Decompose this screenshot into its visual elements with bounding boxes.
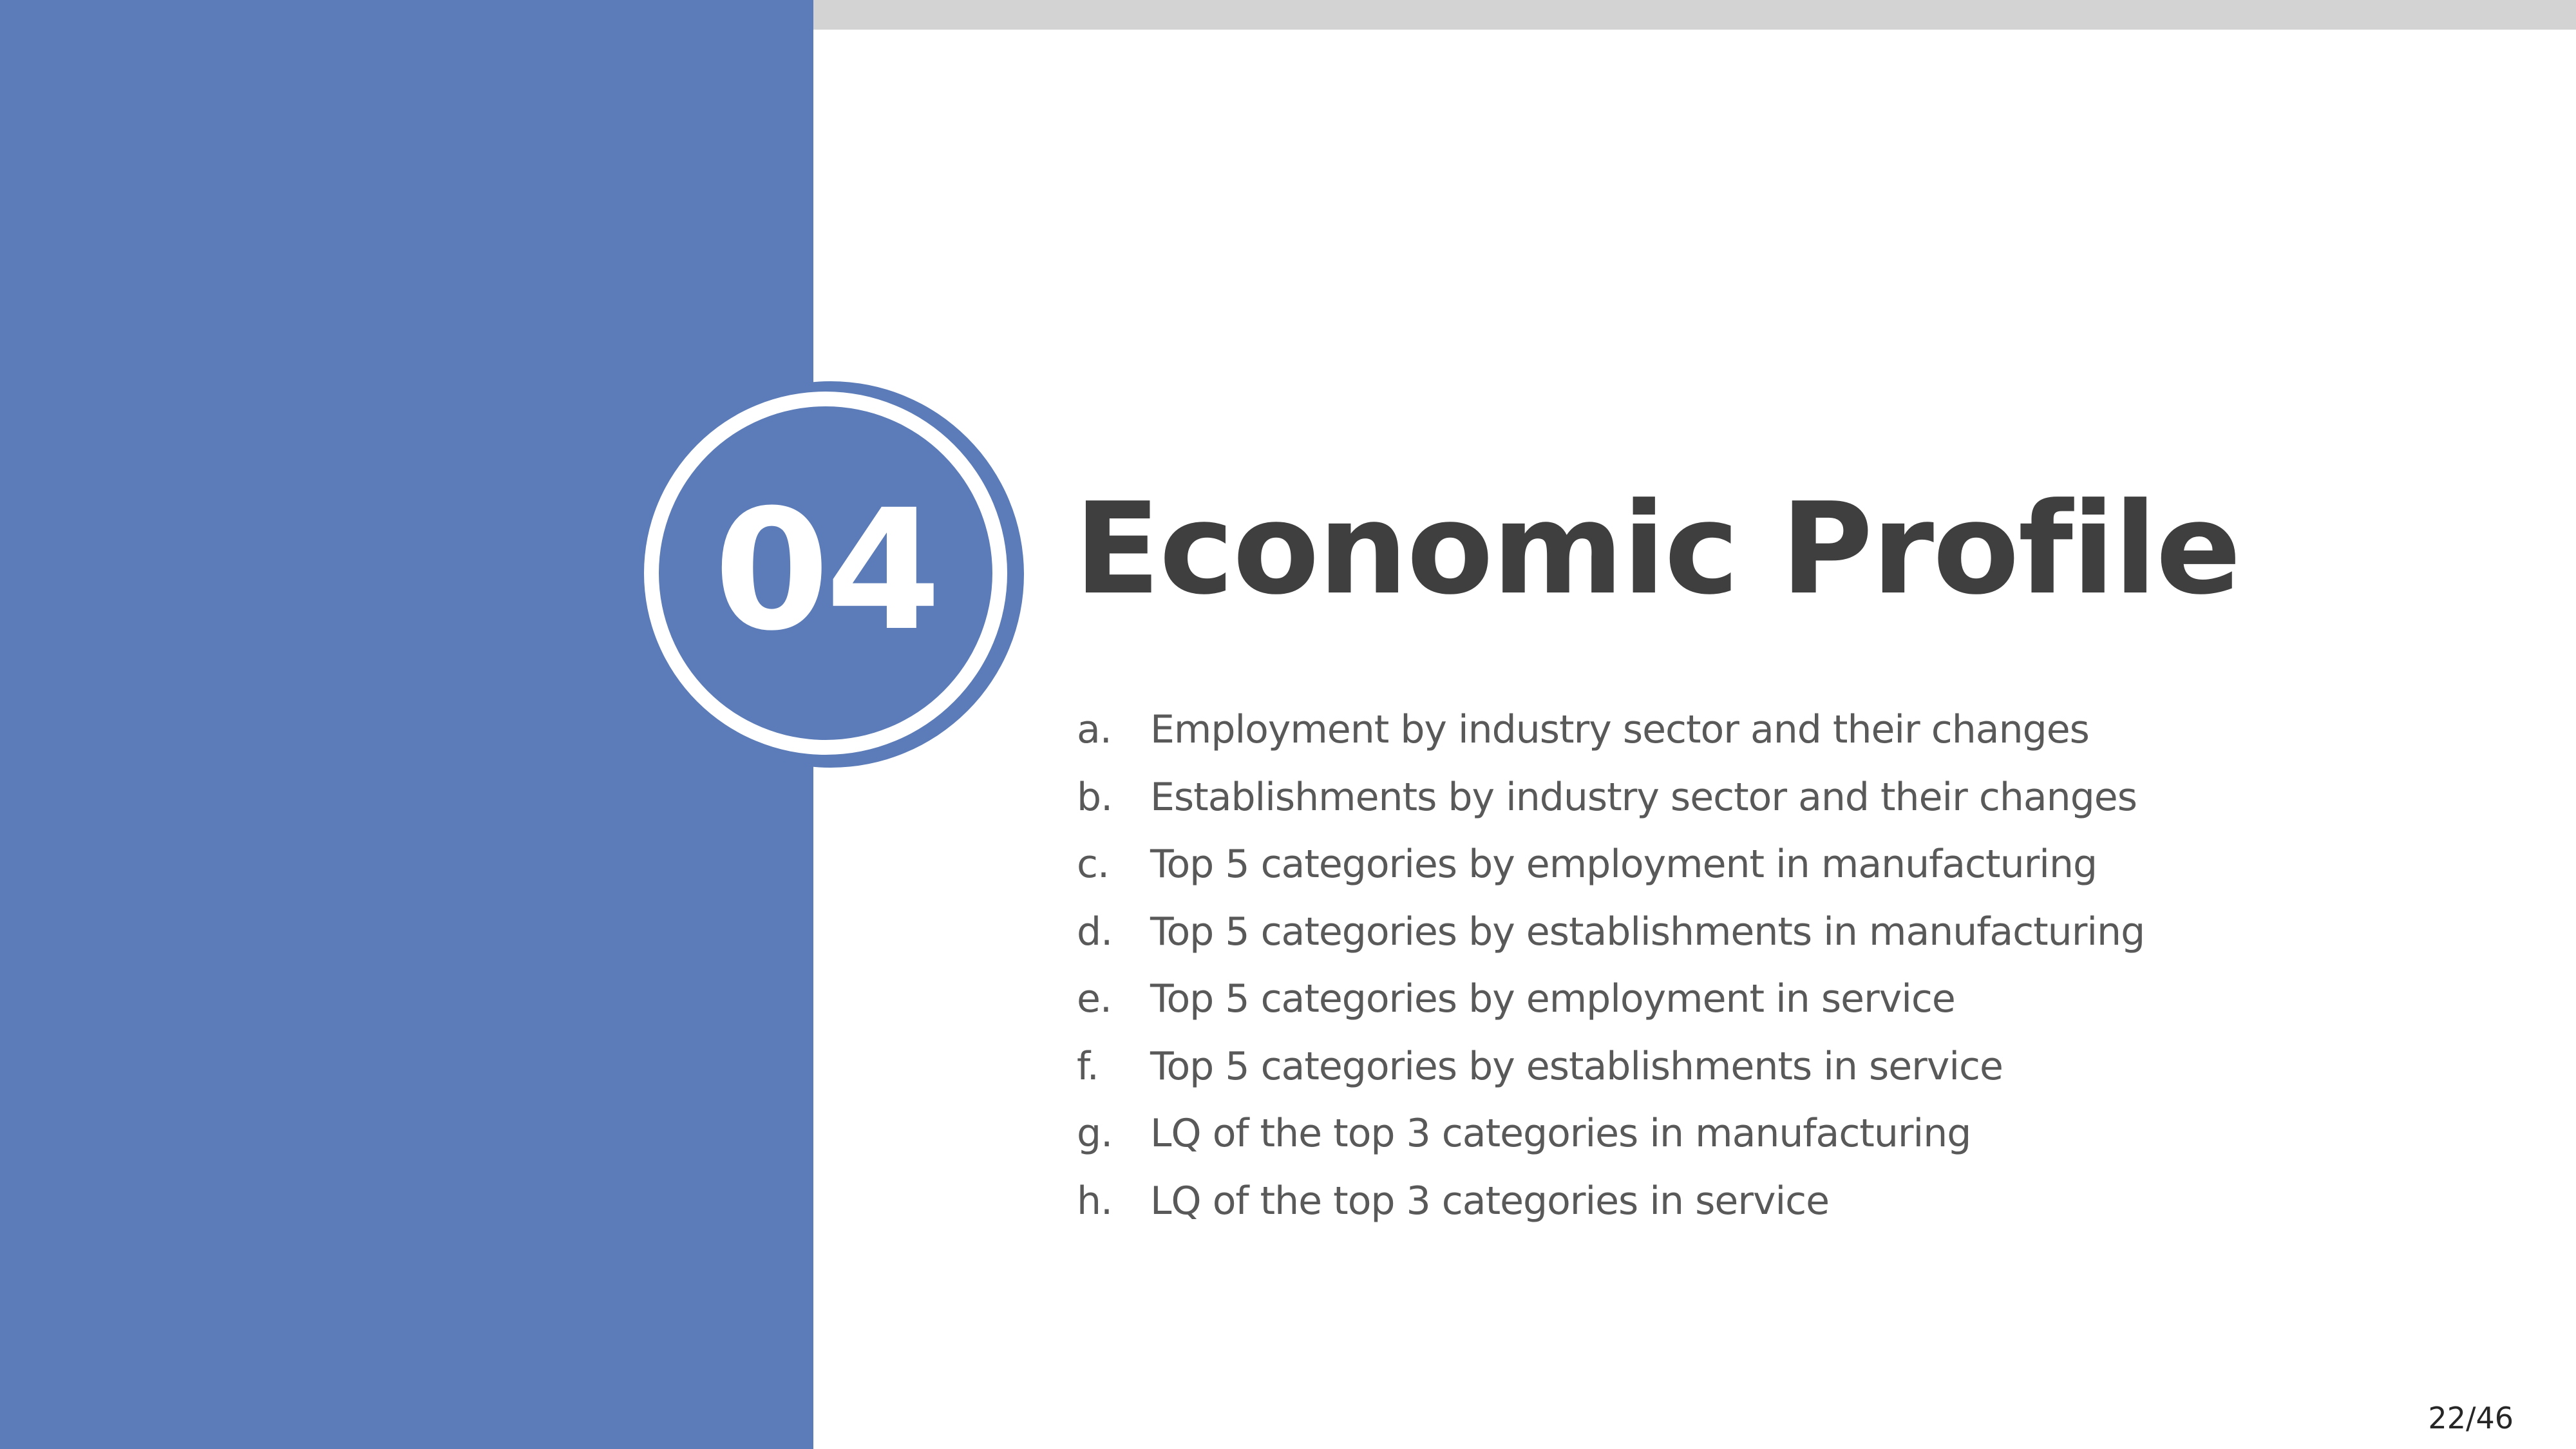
agenda-text: Top 5 categories by establishments in ma… xyxy=(1150,909,2145,954)
agenda-text: Top 5 categories by employment in servic… xyxy=(1150,976,1956,1022)
agenda-item-d: d. Top 5 categories by establishments in… xyxy=(1077,898,2145,966)
section-title: Economic Profile xyxy=(1074,476,2241,623)
agenda-item-b: b. Establishments by industry sector and… xyxy=(1077,764,2145,831)
agenda-text: LQ of the top 3 categories in service xyxy=(1150,1178,1830,1224)
agenda-item-h: h. LQ of the top 3 categories in service xyxy=(1077,1168,2145,1235)
agenda-marker: h. xyxy=(1077,1178,1113,1224)
agenda-item-a: a. Employment by industry sector and the… xyxy=(1077,696,2145,764)
agenda-text: LQ of the top 3 categories in manufactur… xyxy=(1150,1111,1971,1157)
agenda-marker: c. xyxy=(1077,842,1110,887)
left-accent-panel xyxy=(0,0,813,1449)
top-gray-bar xyxy=(813,0,2576,30)
agenda-item-f: f. Top 5 categories by establishments in… xyxy=(1077,1033,2145,1101)
agenda-text: Establishments by industry sector and th… xyxy=(1150,774,2137,820)
agenda-marker: d. xyxy=(1077,909,1113,954)
agenda-marker: e. xyxy=(1077,976,1112,1022)
section-number-badge: 04 xyxy=(659,406,992,740)
agenda-text: Top 5 categories by employment in manufa… xyxy=(1150,842,2098,887)
agenda-text: Employment by industry sector and their … xyxy=(1150,707,2090,753)
agenda-marker: b. xyxy=(1077,774,1113,820)
agenda-item-c: c. Top 5 categories by employment in man… xyxy=(1077,831,2145,898)
agenda-item-g: g. LQ of the top 3 categories in manufac… xyxy=(1077,1100,2145,1168)
agenda-marker: a. xyxy=(1077,707,1112,753)
agenda-text: Top 5 categories by establishments in se… xyxy=(1150,1043,2003,1089)
section-number: 04 xyxy=(714,474,941,667)
agenda-item-e: e. Top 5 categories by employment in ser… xyxy=(1077,965,2145,1033)
agenda-marker: f. xyxy=(1077,1043,1099,1089)
agenda-marker: g. xyxy=(1077,1111,1113,1157)
agenda-list: a. Employment by industry sector and the… xyxy=(1077,696,2145,1235)
page-number: 22/46 xyxy=(2428,1401,2514,1435)
